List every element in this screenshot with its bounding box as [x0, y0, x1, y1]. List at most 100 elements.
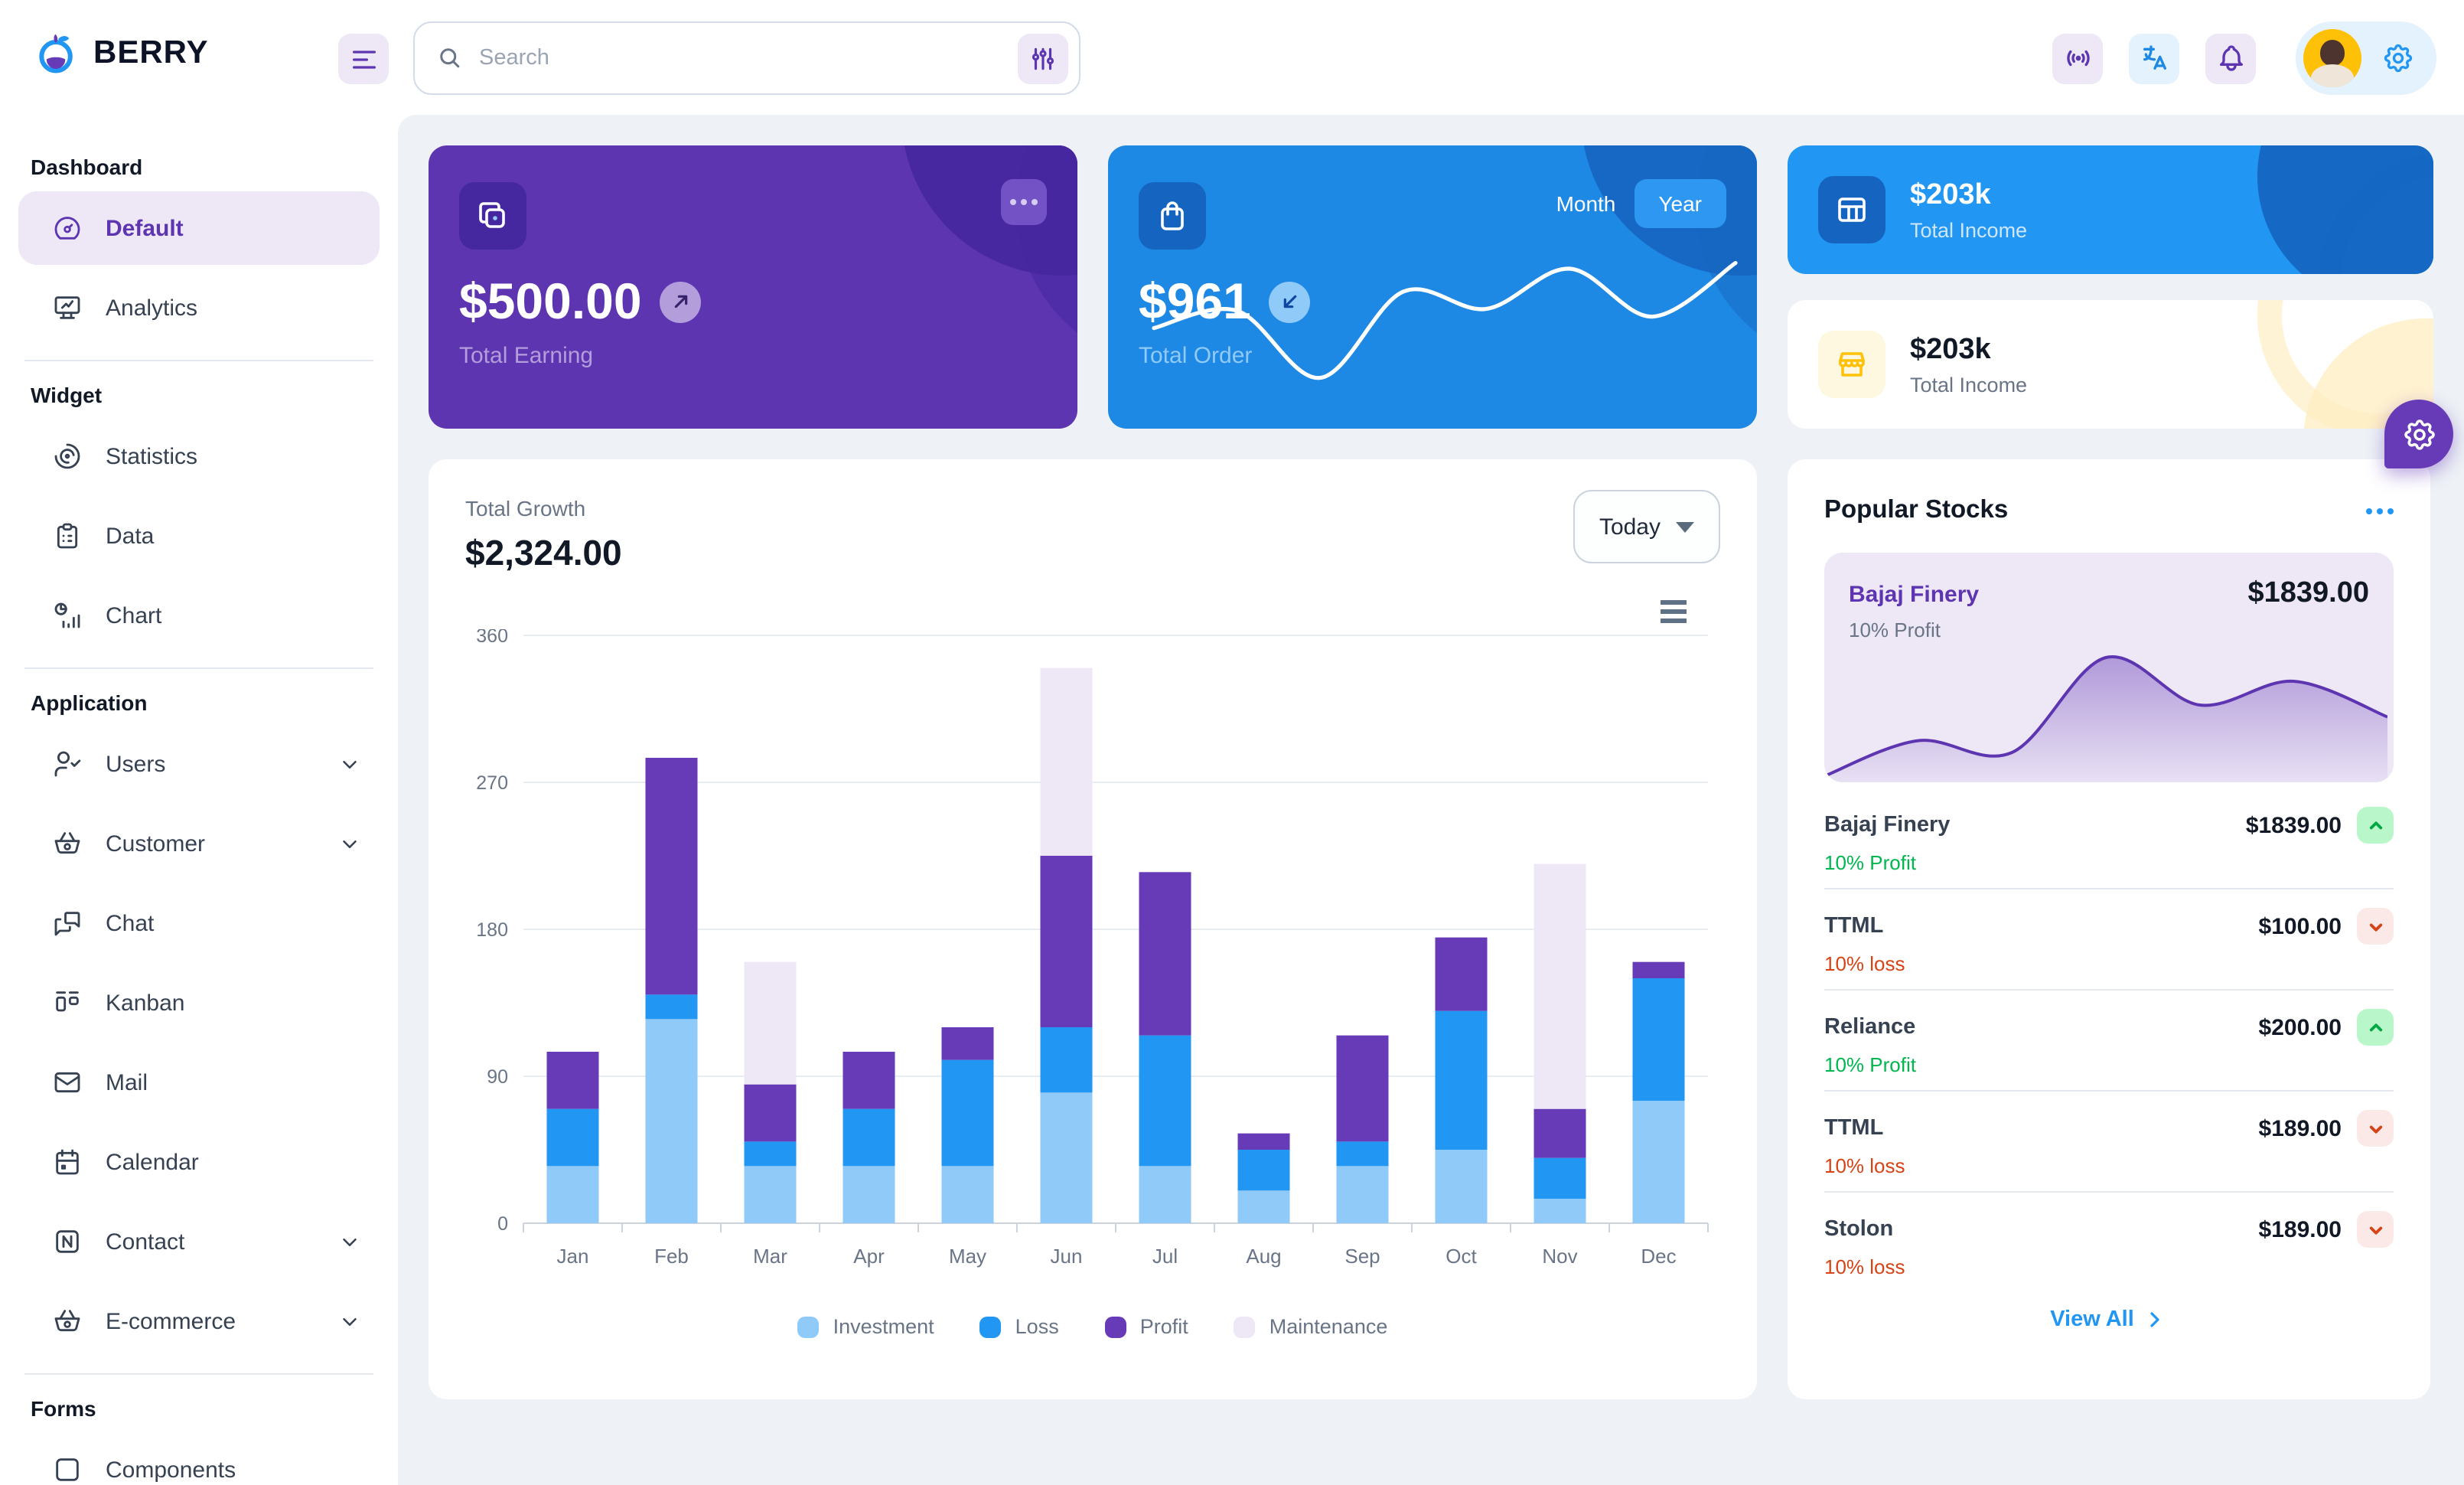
- sidebar-item-data[interactable]: Data: [18, 499, 380, 573]
- app-header: BERRY: [0, 0, 2464, 115]
- sidebar-item-label: Components: [106, 1457, 236, 1483]
- sidebar-item-calendar[interactable]: Calendar: [18, 1125, 380, 1199]
- order-label: Total Order: [1139, 343, 1253, 369]
- stock-row[interactable]: Reliance $200.00 10% Profit: [1824, 991, 2394, 1092]
- total-income-light-card: $203k Total Income: [1788, 300, 2433, 429]
- stock-row[interactable]: TTML $100.00 10% loss: [1824, 889, 2394, 991]
- svg-text:270: 270: [476, 772, 508, 794]
- growth-period-select[interactable]: Today: [1573, 490, 1720, 563]
- sidebar-item-label: Kanban: [106, 990, 185, 1016]
- sidebar-item-default[interactable]: Default: [18, 191, 380, 265]
- caret-down-icon: [1676, 521, 1694, 532]
- income-amount: $203k: [1910, 178, 1991, 211]
- earning-cards-icon: [459, 182, 526, 250]
- year-toggle-button[interactable]: Year: [1634, 179, 1726, 228]
- chevron-right-icon: [2151, 1312, 2160, 1327]
- notifications-button[interactable]: [2205, 33, 2256, 83]
- svg-text:Dec: Dec: [1641, 1245, 1676, 1268]
- dashboard-gauge-icon: [52, 213, 83, 243]
- legend-label: Maintenance: [1269, 1315, 1388, 1338]
- nfc-contact-icon: [52, 1226, 83, 1257]
- search-input[interactable]: [479, 46, 1018, 70]
- theme-customizer-button[interactable]: [2384, 400, 2453, 468]
- svg-text:0: 0: [497, 1213, 508, 1235]
- legend-swatch: [979, 1316, 1002, 1337]
- sidebar-item-contact[interactable]: Contact: [18, 1205, 380, 1278]
- stocks-title: Popular Stocks: [1824, 496, 2009, 524]
- shopping-bag-icon: [1139, 182, 1206, 250]
- brand-name: BERRY: [93, 35, 209, 70]
- stock-row[interactable]: Stolon $189.00 10% loss: [1824, 1193, 2394, 1292]
- sidebar-item-label: Users: [106, 751, 166, 777]
- svg-text:May: May: [949, 1245, 986, 1268]
- view-all-link[interactable]: View All: [1824, 1307, 2394, 1332]
- legend-investment[interactable]: Investment: [797, 1315, 934, 1338]
- settings-gear-icon: [2381, 41, 2415, 75]
- stock-price: $100.00: [2258, 913, 2342, 939]
- sidebar-item-label: Contact: [106, 1229, 185, 1255]
- legend-swatch: [1234, 1316, 1256, 1337]
- search-icon: [436, 44, 464, 72]
- svg-text:Jan: Jan: [557, 1245, 589, 1268]
- growth-title: Total Growth: [465, 496, 586, 521]
- stocks-more-button[interactable]: [2366, 508, 2394, 514]
- sidebar-item-customer[interactable]: Customer: [18, 807, 380, 880]
- user-check-icon: [52, 749, 83, 779]
- sidebar-toggle-button[interactable]: [338, 34, 389, 84]
- month-toggle-button[interactable]: Month: [1556, 191, 1616, 216]
- chart-legend: Investment Loss Profit Maintenance: [465, 1315, 1720, 1338]
- sidebar-item-users[interactable]: Users: [18, 727, 380, 801]
- menu-icon: [348, 44, 379, 74]
- total-income-blue-card: $203k Total Income: [1788, 145, 2433, 274]
- stock-change: 10% loss: [1824, 1154, 1905, 1177]
- featured-area-chart: [1824, 654, 2387, 782]
- section-heading-application: Application: [31, 690, 148, 715]
- berry-logo-icon: [34, 31, 80, 77]
- profile-menu-button[interactable]: [2296, 21, 2436, 95]
- trend-down-badge[interactable]: [2357, 1211, 2394, 1248]
- stock-row[interactable]: TTML $189.00 10% loss: [1824, 1092, 2394, 1193]
- income-amount: $203k: [1910, 333, 1991, 365]
- sidebar-item-statistics[interactable]: Statistics: [18, 419, 380, 493]
- svg-text:360: 360: [476, 629, 508, 647]
- income-cards-column: $203k Total Income $203k: [1788, 145, 2433, 429]
- legend-loss[interactable]: Loss: [979, 1315, 1059, 1338]
- trend-down-badge[interactable]: [2357, 908, 2394, 945]
- sidebar-item-label: Statistics: [106, 443, 198, 469]
- sidebar-item-components[interactable]: Components: [18, 1433, 380, 1485]
- sidebar-item-chat[interactable]: Chat: [18, 886, 380, 960]
- sidebar-item-mail[interactable]: Mail: [18, 1046, 380, 1119]
- sidebar-item-kanban[interactable]: Kanban: [18, 966, 380, 1040]
- legend-label: Loss: [1015, 1315, 1059, 1338]
- legend-label: Investment: [833, 1315, 934, 1338]
- svg-text:Oct: Oct: [1445, 1245, 1477, 1268]
- sidebar-item-label: Chat: [106, 910, 155, 936]
- clipboard-list-icon: [52, 521, 83, 551]
- featured-stock-sub: 10% Profit: [1849, 618, 1941, 641]
- legend-profit[interactable]: Profit: [1104, 1315, 1188, 1338]
- chevron-down-icon: [338, 752, 361, 775]
- trend-up-badge[interactable]: [2357, 807, 2394, 844]
- brand-logo[interactable]: BERRY: [34, 31, 208, 77]
- trend-up-badge[interactable]: [2357, 1009, 2394, 1046]
- stock-change: 10% loss: [1824, 1255, 1905, 1278]
- stock-row[interactable]: Bajaj Finery $1839.00 10% Profit: [1824, 788, 2394, 889]
- chart-menu-icon[interactable]: [1661, 600, 1687, 623]
- language-button[interactable]: [2129, 33, 2179, 83]
- live-broadcast-button[interactable]: [2052, 33, 2103, 83]
- trend-down-left-icon: [1269, 281, 1311, 322]
- sidebar-item-chart[interactable]: Chart: [18, 579, 380, 652]
- growth-bar-chart: 0 90 180 270 360 Jan Feb Mar Apr May Jun Jul Aug Sep O…: [476, 629, 1709, 1268]
- bell-icon: [2215, 43, 2246, 73]
- income-label: Total Income: [1910, 218, 2028, 241]
- legend-maintenance[interactable]: Maintenance: [1234, 1315, 1388, 1338]
- total-growth-card: Total Growth $2,324.00 Today 0 90 180 270 36…: [429, 459, 1757, 1399]
- trend-down-badge[interactable]: [2357, 1110, 2394, 1147]
- earning-more-button[interactable]: [1001, 179, 1047, 225]
- search-filter-button[interactable]: [1018, 33, 1068, 83]
- storefront-icon: [1818, 331, 1885, 398]
- sidebar-item-ecommerce[interactable]: E-commerce: [18, 1284, 380, 1358]
- table-icon: [1818, 176, 1885, 243]
- svg-text:Aug: Aug: [1246, 1245, 1281, 1268]
- sidebar-item-analytics[interactable]: Analytics: [18, 271, 380, 344]
